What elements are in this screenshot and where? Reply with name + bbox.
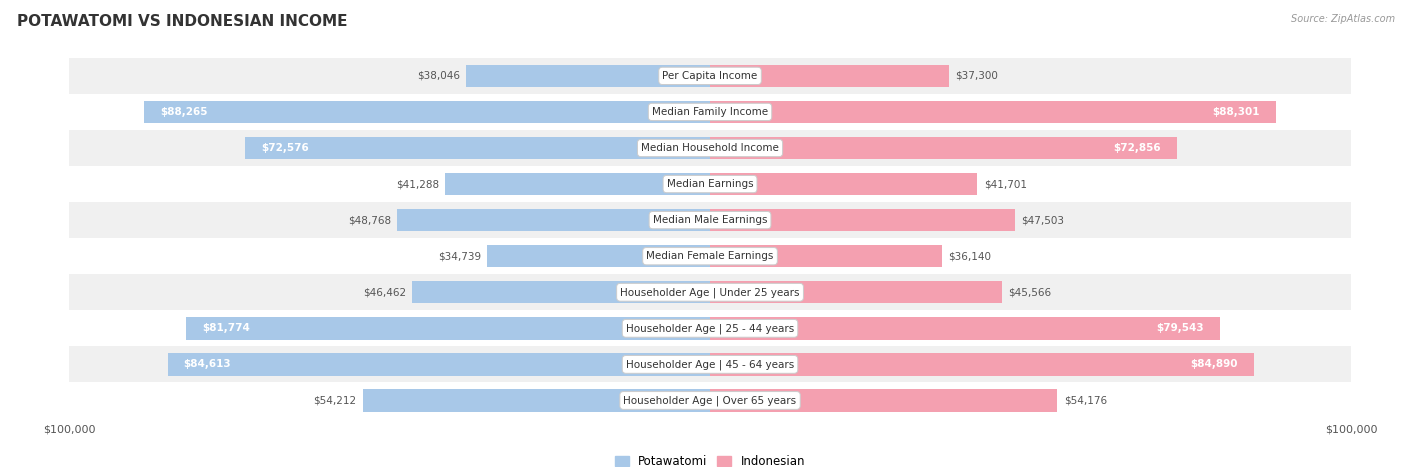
Bar xyxy=(446,173,710,195)
Bar xyxy=(710,245,942,268)
Text: Householder Age | Over 65 years: Householder Age | Over 65 years xyxy=(623,395,797,406)
Text: $36,140: $36,140 xyxy=(948,251,991,261)
Bar xyxy=(245,137,710,159)
Bar xyxy=(710,101,1277,123)
Bar xyxy=(710,173,977,195)
Text: $37,300: $37,300 xyxy=(956,71,998,81)
Bar xyxy=(412,281,710,304)
Bar xyxy=(710,209,1015,231)
Bar xyxy=(145,101,710,123)
Bar xyxy=(467,65,710,87)
Bar xyxy=(710,137,1177,159)
Text: Median Earnings: Median Earnings xyxy=(666,179,754,189)
Text: Median Female Earnings: Median Female Earnings xyxy=(647,251,773,261)
Bar xyxy=(69,130,1351,166)
Text: Householder Age | 25 - 44 years: Householder Age | 25 - 44 years xyxy=(626,323,794,333)
Bar xyxy=(710,317,1220,340)
Bar xyxy=(710,353,1254,375)
Bar xyxy=(488,245,710,268)
Bar xyxy=(710,389,1057,411)
Text: $81,774: $81,774 xyxy=(202,323,250,333)
Bar xyxy=(710,281,1002,304)
Bar xyxy=(69,274,1351,310)
Text: $34,739: $34,739 xyxy=(437,251,481,261)
Text: Householder Age | Under 25 years: Householder Age | Under 25 years xyxy=(620,287,800,297)
Text: $41,288: $41,288 xyxy=(396,179,439,189)
Text: $41,701: $41,701 xyxy=(984,179,1026,189)
Text: $88,265: $88,265 xyxy=(160,107,208,117)
Text: Householder Age | 45 - 64 years: Householder Age | 45 - 64 years xyxy=(626,359,794,370)
Text: Source: ZipAtlas.com: Source: ZipAtlas.com xyxy=(1291,14,1395,24)
Text: Per Capita Income: Per Capita Income xyxy=(662,71,758,81)
Text: $47,503: $47,503 xyxy=(1021,215,1064,225)
Bar xyxy=(69,382,1351,418)
Bar xyxy=(398,209,710,231)
Text: $84,613: $84,613 xyxy=(184,360,232,369)
Bar xyxy=(363,389,710,411)
Text: Median Household Income: Median Household Income xyxy=(641,143,779,153)
Text: $84,890: $84,890 xyxy=(1191,360,1239,369)
Bar xyxy=(69,310,1351,347)
Text: $72,856: $72,856 xyxy=(1114,143,1161,153)
Bar xyxy=(186,317,710,340)
Text: $46,462: $46,462 xyxy=(363,287,406,297)
Text: $38,046: $38,046 xyxy=(416,71,460,81)
Text: Median Family Income: Median Family Income xyxy=(652,107,768,117)
Bar xyxy=(69,58,1351,94)
Bar xyxy=(69,238,1351,274)
Text: Median Male Earnings: Median Male Earnings xyxy=(652,215,768,225)
Bar xyxy=(167,353,710,375)
Text: $45,566: $45,566 xyxy=(1008,287,1052,297)
Text: $48,768: $48,768 xyxy=(347,215,391,225)
Text: $54,176: $54,176 xyxy=(1064,396,1107,405)
Text: $72,576: $72,576 xyxy=(262,143,308,153)
Text: $88,301: $88,301 xyxy=(1212,107,1260,117)
Text: $54,212: $54,212 xyxy=(314,396,356,405)
Bar xyxy=(69,166,1351,202)
Bar xyxy=(69,347,1351,382)
Legend: Potawatomi, Indonesian: Potawatomi, Indonesian xyxy=(610,450,810,467)
Bar xyxy=(69,94,1351,130)
Text: POTAWATOMI VS INDONESIAN INCOME: POTAWATOMI VS INDONESIAN INCOME xyxy=(17,14,347,29)
Bar xyxy=(69,202,1351,238)
Bar xyxy=(710,65,949,87)
Text: $79,543: $79,543 xyxy=(1156,323,1204,333)
